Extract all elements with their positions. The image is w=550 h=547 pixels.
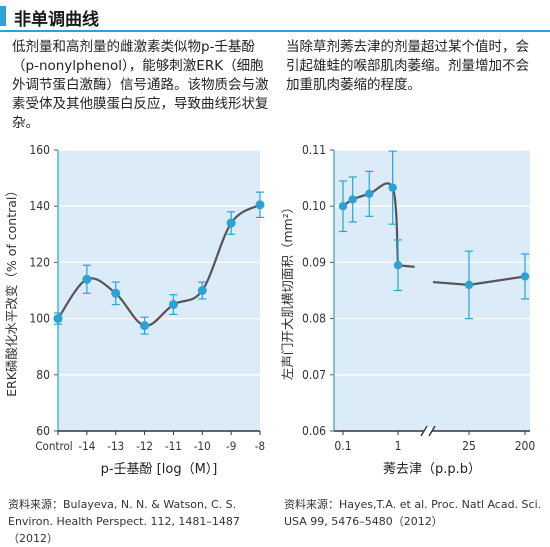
data-point: [168, 300, 178, 310]
left-description: 低剂量和高剂量的雌激素类似物p-壬基酚（p-nonylphenol），能够刺激E…: [12, 39, 269, 131]
data-point: [348, 195, 357, 204]
data-point: [464, 280, 474, 290]
x-tick-label: -9: [226, 439, 236, 453]
plot-background-0: [58, 150, 260, 431]
x-tick-label: -8: [255, 439, 265, 453]
plot-background-1: [334, 150, 530, 431]
data-point: [520, 272, 530, 281]
data-point: [338, 202, 348, 211]
data-point: [393, 261, 403, 270]
right-description: 当除草剂莠去津的剂量超过某个值时，会引起雄蛙的喉部肌肉萎缩。剂量增加不会加重肌肉…: [286, 39, 529, 93]
x-tick-label: -13: [107, 439, 124, 453]
page-title: 非单调曲线: [14, 10, 99, 30]
x-tick-label: Control: [35, 439, 72, 453]
axis-break-mark: [428, 425, 436, 437]
y-tick-label: 140: [29, 199, 50, 213]
y-tick-label: 80: [36, 368, 50, 382]
x-tick-label: 0.1: [334, 439, 351, 453]
left-source: 资料来源：Bulayeva, N. N. & Watson, C. S. Env…: [8, 498, 240, 545]
y-tick-label: 100: [29, 312, 50, 326]
x-tick-label: 25: [462, 439, 476, 453]
data-point: [388, 183, 397, 192]
header-accent-bar: [0, 6, 6, 26]
y-tick-label: 0.08: [302, 312, 326, 326]
data-point: [197, 286, 207, 295]
axis-break-mark: [420, 425, 428, 437]
data-point: [365, 189, 374, 199]
x-tick-label: 1: [395, 439, 402, 453]
x-tick-label: -12: [136, 439, 153, 453]
data-point: [140, 321, 150, 331]
y-axis-label: ERK磷酸化水平改变（% of contral）: [4, 184, 19, 397]
header-bar: 非单调曲线: [0, 0, 550, 32]
y-tick-label: 0.11: [302, 143, 326, 157]
y-tick-label: 120: [29, 255, 50, 269]
x-tick-label: -11: [165, 439, 182, 453]
x-tick-label: -10: [194, 439, 211, 453]
x-tick-label: 200: [515, 439, 536, 453]
data-point: [255, 200, 265, 210]
y-tick-label: 0.06: [302, 424, 326, 438]
y-tick-label: 60: [36, 424, 50, 438]
x-tick-label: -14: [78, 439, 95, 453]
y-tick-label: 0.10: [302, 199, 326, 213]
data-point: [82, 274, 92, 284]
y-axis-label: 左声门开大肌横切面积（mm²）: [280, 201, 295, 380]
y-tick-label: 160: [29, 143, 50, 157]
y-tick-label: 0.07: [302, 368, 326, 382]
data-point: [53, 314, 63, 324]
data-point: [111, 288, 121, 298]
x-axis-label: p-壬基酚 [log（M）]: [101, 462, 218, 477]
right-source: 资料来源：Hayes,T.A. et al. Proc. Natl Acad. …: [284, 498, 542, 528]
data-point: [226, 218, 236, 228]
charts-canvas: 60 80 100 120 140 160 ERK磷酸化水平改变（% of contral）…: [4, 143, 536, 477]
axis-break-gap: [424, 427, 432, 435]
y-tick-label: 0.09: [302, 255, 326, 269]
x-axis-label: 莠去津（p.p.b）: [383, 462, 481, 477]
